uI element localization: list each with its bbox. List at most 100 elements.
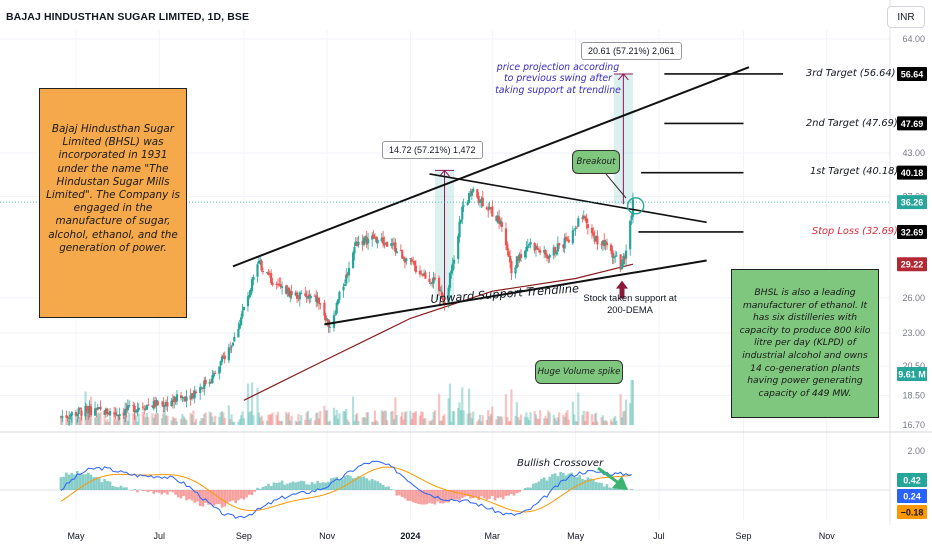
candle-body: [200, 387, 203, 389]
volume-bar: [510, 389, 513, 425]
stop-loss-label: Stop Loss (32.69): [812, 226, 898, 237]
candle-body: [192, 392, 195, 398]
candle-body: [316, 298, 319, 303]
macd-histogram-bar: [608, 487, 612, 490]
macd-histogram-bar: [359, 477, 363, 490]
volume-bar: [592, 421, 595, 425]
measure-label-2: 20.61 (57.21%) 2,061: [581, 42, 682, 60]
macd-histogram-bar: [141, 490, 145, 491]
candle-body: [585, 217, 588, 223]
candle-body: [345, 274, 348, 284]
volume-bar: [289, 420, 292, 425]
candle-body: [305, 296, 308, 298]
macd-histogram-bar: [204, 490, 207, 504]
breakout-callout: Breakout: [572, 150, 620, 174]
macd-histogram-bar: [179, 490, 183, 499]
macd-histogram-bar: [201, 490, 205, 507]
candle-body: [338, 291, 341, 300]
macd-histogram-bar: [512, 490, 516, 496]
price-tick: 16.70: [902, 420, 925, 430]
volume-bar: [536, 418, 539, 425]
projection-note: price projection according to previous s…: [495, 62, 621, 96]
candle-body: [65, 415, 68, 418]
volume-bar: [144, 417, 147, 425]
candle-body: [223, 355, 226, 360]
price-tag-text: 32.69: [901, 227, 924, 237]
candle-body: [592, 232, 595, 236]
macd-histogram-bar: [441, 490, 445, 504]
volume-bar: [240, 415, 243, 425]
macd-histogram-bar: [253, 490, 257, 492]
candle-body: [386, 241, 389, 247]
volume-bar: [334, 415, 337, 425]
volume-bar: [442, 415, 445, 425]
volume-bar: [107, 421, 110, 425]
candle-body: [298, 292, 301, 300]
volume-bar: [347, 421, 351, 425]
volume-bar: [211, 416, 214, 425]
volume-bar: [137, 413, 140, 425]
volume-bar: [609, 419, 613, 425]
macd-histogram-bar: [480, 490, 483, 497]
volume-bar: [586, 411, 589, 425]
volume-bar: [313, 420, 316, 425]
candle-body: [447, 287, 450, 304]
macd-histogram-bar: [466, 490, 470, 496]
macd-histogram-bar: [548, 476, 551, 490]
volume-bar: [518, 419, 521, 425]
macd-histogram-bar: [95, 476, 98, 490]
volume-bar: [439, 420, 442, 425]
candle-body: [437, 277, 441, 291]
candle-body: [499, 220, 502, 225]
macd-histogram-bar: [583, 479, 587, 490]
macd-histogram-bar: [458, 490, 461, 501]
candle-body: [332, 315, 336, 328]
volume-bar: [630, 380, 633, 425]
price-tick: 26.00: [902, 293, 925, 303]
macd-histogram-bar: [581, 478, 584, 490]
candle-body: [144, 409, 147, 410]
volume-bar: [219, 412, 222, 425]
macd-histogram-bar: [310, 482, 314, 490]
candle-body: [335, 302, 338, 314]
macd-histogram-bar: [133, 489, 136, 490]
volume-bar: [614, 416, 617, 425]
volume-bar: [200, 418, 203, 425]
macd-histogram-bar: [379, 483, 382, 490]
candle-body: [308, 294, 311, 297]
macd-histogram-bar: [160, 490, 164, 495]
candle-body: [466, 201, 469, 205]
volume-bar: [192, 410, 195, 425]
target-2-label: 2nd Target (47.69): [806, 118, 898, 129]
candle-body: [99, 406, 102, 410]
candle-body: [620, 263, 624, 270]
candle-body: [529, 241, 532, 245]
macd-histogram-bar: [70, 472, 74, 490]
macd-histogram-bar: [305, 484, 308, 490]
volume-bar: [125, 415, 128, 425]
volume-bar: [362, 416, 366, 425]
macd-histogram-bar: [86, 472, 90, 490]
macd-histogram-bar: [335, 476, 338, 490]
volume-bar: [552, 414, 555, 425]
candle-body: [276, 283, 280, 285]
price-tick: 23.00: [902, 328, 925, 338]
candle-body: [70, 412, 73, 416]
macd-histogram-bar: [537, 481, 541, 490]
macd-histogram-bar: [228, 490, 232, 502]
macd-histogram-bar: [248, 490, 251, 495]
volume-bar: [275, 415, 278, 425]
candle-body: [87, 411, 90, 414]
price-tag-text: 56.64: [901, 69, 924, 79]
candle-body: [347, 268, 351, 276]
candle-body: [171, 399, 174, 402]
currency-button[interactable]: INR: [887, 6, 925, 28]
volume-bar: [181, 414, 184, 425]
volume-bar: [304, 419, 307, 425]
candle-body: [383, 243, 386, 246]
macd-histogram-bar: [286, 483, 289, 490]
candle-body: [74, 412, 78, 416]
volume-bar: [629, 403, 632, 425]
macd-tag: [897, 473, 927, 487]
volume-bar: [469, 412, 472, 425]
